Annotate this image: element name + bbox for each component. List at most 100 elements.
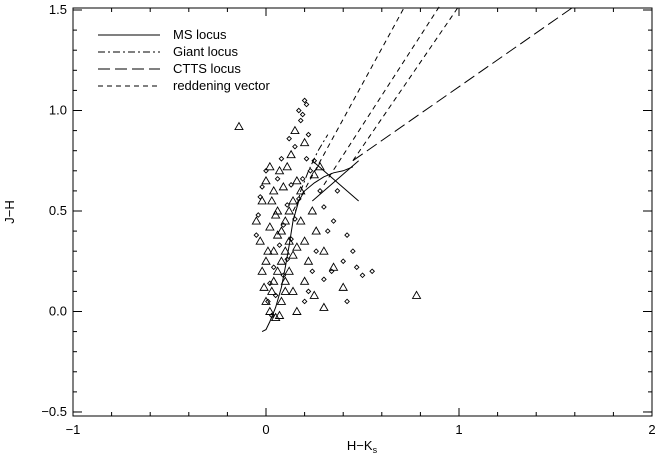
diamond-point [353, 264, 360, 271]
diamond-point [263, 167, 269, 174]
triangle-point [319, 246, 329, 255]
diamond-point [340, 258, 347, 265]
diamond-point [295, 196, 302, 202]
diamond-point [255, 212, 262, 218]
diamond-point [297, 117, 304, 124]
x-tick-label: 2 [648, 422, 655, 437]
triangle-point [278, 181, 289, 191]
diamond-point [321, 276, 327, 283]
triangle-point [292, 175, 302, 185]
triangle-point [234, 121, 244, 131]
diamond-point [301, 97, 308, 104]
diamond-point [334, 188, 341, 194]
diamond-point [344, 298, 350, 305]
triangle-point [268, 276, 279, 285]
diamond-point [288, 236, 294, 242]
y-axis-label: J−H [2, 200, 17, 223]
diamond-point [359, 272, 366, 279]
triangle-point [319, 302, 329, 311]
triangle-point [265, 222, 275, 231]
triangle-point [261, 175, 271, 185]
line-ctts-locus [352, 5, 576, 162]
diamond-point [268, 312, 275, 319]
triangle-point [295, 185, 306, 195]
diamond-point [257, 194, 264, 200]
x-axis-label-sub: s [373, 445, 378, 455]
diamond-point [270, 264, 277, 271]
triangle-point [276, 256, 287, 265]
triangle-point [309, 169, 320, 179]
triangle-point [290, 125, 300, 135]
triangle-point [282, 161, 293, 171]
triangle-point [276, 296, 287, 305]
triangle-point [261, 256, 271, 265]
locus-lines [261, 5, 576, 333]
triangle-point [292, 242, 302, 251]
triangle-point [265, 306, 275, 315]
diamond-point [311, 157, 318, 164]
triangle-point [295, 216, 306, 225]
diamond-point [284, 202, 291, 208]
triangle-point [292, 306, 302, 315]
triangle-point [272, 230, 283, 239]
triangle-point [268, 185, 279, 195]
diamond-point [274, 176, 281, 182]
triangle-point [265, 161, 275, 171]
y-tick-label: −0.5 [41, 404, 67, 419]
triangle-point [303, 256, 314, 265]
y-tick-label: 0.5 [49, 203, 67, 218]
diamond-point [299, 176, 306, 182]
diamond-point [272, 292, 279, 299]
legend-label: MS locus [173, 27, 227, 42]
triangle-point [284, 266, 294, 275]
diamond-point [301, 298, 308, 305]
x-axis-label: H−Ks [347, 438, 378, 455]
triangle-point [299, 236, 310, 245]
diamond-point [292, 216, 298, 222]
diamond-point [330, 218, 337, 224]
data-points [234, 97, 422, 321]
triangle-point [280, 216, 291, 225]
diamond-point [284, 256, 291, 263]
diamond-point [344, 232, 350, 238]
triangle-point [263, 246, 273, 255]
diamond-point [259, 184, 265, 190]
legend: MS locus Giant locus CTTS locus reddening v… [98, 27, 271, 93]
triangle-point [299, 276, 310, 285]
line-reddening-vector-1 [292, 5, 406, 212]
triangle-point [311, 226, 321, 235]
triangle-point [261, 296, 271, 305]
line-reddening-vector-2 [323, 5, 441, 186]
triangle-point [251, 216, 262, 225]
line-reddening-vector-3 [352, 5, 460, 161]
plot-frame [72, 7, 653, 417]
legend-label: CTTS locus [173, 61, 241, 76]
x-tick-label: −1 [66, 422, 81, 437]
triangle-point [280, 246, 291, 255]
x-tick-label: 1 [455, 422, 462, 437]
diamond-point [369, 268, 375, 275]
triangle-point [315, 161, 325, 171]
triangle-point [272, 266, 283, 275]
x-axis-label-main: H−K [347, 438, 373, 453]
triangle-point [276, 226, 287, 235]
triangle-point [307, 206, 318, 215]
error-cross-b [311, 160, 359, 202]
triangle-point [299, 137, 310, 147]
diamond-point [276, 242, 283, 248]
legend-label: Giant locus [173, 44, 239, 59]
triangle-point [328, 262, 339, 271]
y-tick-label: 1.0 [49, 103, 67, 118]
triangle-point [280, 286, 291, 295]
diamond-point [292, 143, 298, 150]
triangle-point [288, 286, 298, 295]
triangle-point [267, 196, 277, 205]
diamond-point [313, 248, 320, 255]
diamond-point [303, 155, 310, 162]
diamond-point [305, 288, 312, 295]
diamond-point [267, 280, 273, 287]
triangle-point [257, 196, 267, 205]
diamond-point [324, 228, 331, 234]
diamond-point [278, 155, 285, 162]
